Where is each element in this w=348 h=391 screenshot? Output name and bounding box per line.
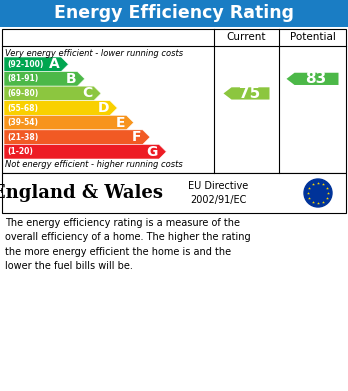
Text: England & Wales: England & Wales <box>0 184 164 202</box>
Text: E: E <box>116 116 125 129</box>
Polygon shape <box>4 130 150 144</box>
Text: 83: 83 <box>305 71 326 86</box>
Text: (21-38): (21-38) <box>7 133 38 142</box>
Text: The energy efficiency rating is a measure of the
overall efficiency of a home. T: The energy efficiency rating is a measur… <box>5 218 251 271</box>
Polygon shape <box>4 72 85 86</box>
Text: (92-100): (92-100) <box>7 60 44 69</box>
Text: A: A <box>49 57 60 71</box>
Text: B: B <box>66 72 77 86</box>
Polygon shape <box>223 87 269 100</box>
Text: (81-91): (81-91) <box>7 74 38 83</box>
Text: (39-54): (39-54) <box>7 118 38 127</box>
Polygon shape <box>286 73 339 85</box>
Polygon shape <box>4 86 101 101</box>
Circle shape <box>304 179 332 207</box>
Bar <box>2 29 346 173</box>
Text: (55-68): (55-68) <box>7 104 38 113</box>
Text: Current: Current <box>227 32 266 43</box>
Text: EU Directive
2002/91/EC: EU Directive 2002/91/EC <box>188 181 248 204</box>
Polygon shape <box>4 144 166 159</box>
Text: Potential: Potential <box>290 32 335 43</box>
Text: G: G <box>147 145 158 159</box>
Polygon shape <box>4 101 117 115</box>
Text: Very energy efficient - lower running costs: Very energy efficient - lower running co… <box>5 49 183 58</box>
Bar <box>2 173 346 213</box>
Text: F: F <box>132 130 142 144</box>
Text: C: C <box>82 86 93 100</box>
Text: (69-80): (69-80) <box>7 89 38 98</box>
Polygon shape <box>4 57 69 72</box>
Text: 75: 75 <box>239 86 260 101</box>
Text: D: D <box>97 101 109 115</box>
Text: (1-20): (1-20) <box>7 147 33 156</box>
Polygon shape <box>4 115 134 130</box>
Text: Energy Efficiency Rating: Energy Efficiency Rating <box>54 5 294 23</box>
Text: Not energy efficient - higher running costs: Not energy efficient - higher running co… <box>5 160 183 169</box>
Bar <box>0 0 348 27</box>
